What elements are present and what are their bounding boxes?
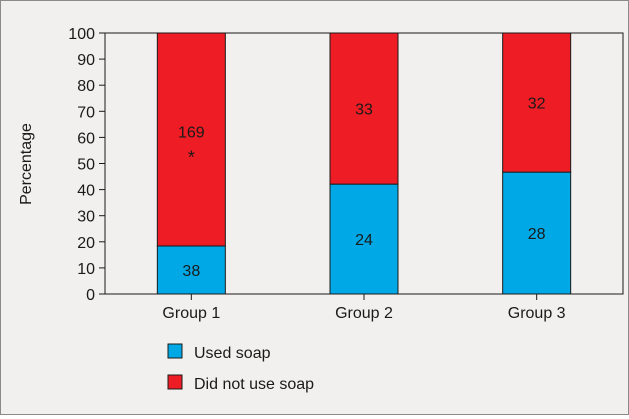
bar-segment <box>502 171 572 295</box>
bar-segment <box>156 32 226 247</box>
y-tick-label: 100 <box>68 26 95 43</box>
bar-data-label: 24 <box>355 232 373 249</box>
legend-label: Did not use soap <box>194 376 314 393</box>
bar-segment <box>329 32 399 185</box>
bar-data-label: 32 <box>528 96 546 113</box>
bar-segment <box>502 32 572 173</box>
y-tick-label: 60 <box>77 130 95 147</box>
x-tick-label: Group 2 <box>335 305 393 322</box>
significance-marker: * <box>188 147 195 167</box>
legend-swatch <box>167 343 183 359</box>
legend-label: Used soap <box>194 345 271 362</box>
y-tick-label: 20 <box>77 235 95 252</box>
bar-data-label: 169 <box>178 124 205 141</box>
bar-data-label: 28 <box>528 226 546 243</box>
y-tick-label: 50 <box>77 157 95 174</box>
x-tick-label: Group 1 <box>162 305 220 322</box>
y-tick-label: 70 <box>77 104 95 121</box>
y-tick-label: 0 <box>86 287 95 304</box>
y-axis-label: Percentage <box>18 123 35 205</box>
y-tick-label: 90 <box>77 52 95 69</box>
legend: Used soap Did not use soap <box>167 343 314 393</box>
y-tick-label: 10 <box>77 261 95 278</box>
y-tick-label: 40 <box>77 183 95 200</box>
bar-data-label: 38 <box>182 263 200 280</box>
plot-area: 0 10 20 30 40 50 60 70 80 90 100 38 169 * Group 1 24 33 G… <box>68 26 624 322</box>
legend-swatch <box>167 374 183 390</box>
y-tick-label: 30 <box>77 209 95 226</box>
y-tick-label: 80 <box>77 78 95 95</box>
x-tick-label: Group 3 <box>508 305 566 322</box>
bar-data-label: 33 <box>355 102 373 119</box>
